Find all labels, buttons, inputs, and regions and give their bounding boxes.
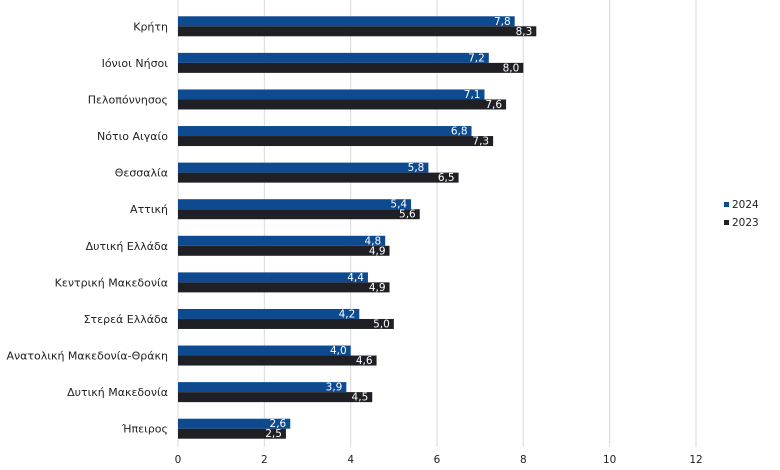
axis-layer: 0 2 4 6 8 10 12 Κρήτη Ιόνιοι Νήσοι Πελοπόννησος Νό… — [6, 20, 702, 466]
x-tick-label-8: 8 — [520, 454, 527, 466]
bar-2023 — [178, 99, 507, 110]
data-label-2024: 7,8 — [494, 16, 511, 28]
bar-2024 — [178, 418, 291, 429]
bar-2024 — [178, 272, 368, 283]
x-tick-label-0: 0 — [175, 454, 182, 466]
data-label-2024: 3,9 — [326, 382, 343, 394]
data-label-2024: 5,4 — [390, 199, 407, 211]
legend-swatch-2024 — [724, 202, 729, 207]
data-label-2023: 2,5 — [265, 428, 282, 440]
bar-2023 — [178, 318, 394, 329]
grid-layer — [177, 0, 697, 447]
data-label-2023: 4,6 — [356, 355, 373, 367]
category-label: Νότιο Αιγαίο — [97, 130, 168, 143]
category-label: Στερεά Ελλάδα — [84, 313, 168, 326]
data-label-2024: 4,8 — [364, 235, 381, 247]
bar-2024 — [178, 235, 386, 246]
bar-2024 — [178, 345, 351, 356]
bar-2024 — [178, 52, 489, 63]
bar-2024 — [178, 308, 360, 319]
data-label-2023: 7,3 — [472, 136, 489, 148]
category-label: Δυτική Μακεδονία — [67, 386, 168, 399]
x-tick-label-4: 4 — [347, 454, 354, 466]
category-label: Πελοπόννησος — [88, 93, 168, 106]
label-layer: 7,8 7,2 7,1 6,8 5,8 5,4 4,8 4,4 4,2 4,0 3,9 2,6 8,3 8… — [265, 16, 532, 440]
data-label-2023: 5,6 — [399, 209, 416, 221]
data-label-2024: 7,2 — [468, 52, 485, 64]
bar-2023 — [178, 245, 390, 256]
bar-2023 — [178, 282, 390, 293]
bar-2023 — [178, 26, 537, 37]
category-label: Ιόνιοι Νήσοι — [102, 57, 169, 70]
category-label: Κρήτη — [133, 20, 168, 33]
x-tick-label-6: 6 — [434, 454, 441, 466]
bar-2024 — [178, 199, 412, 210]
category-label: Ανατολική Μακεδονία-Θράκη — [6, 350, 168, 363]
bar-2024 — [178, 16, 515, 27]
data-label-2024: 6,8 — [451, 126, 468, 138]
bar-2024 — [178, 382, 347, 393]
category-label: Αττική — [130, 203, 168, 216]
bar-2024 — [178, 89, 485, 100]
data-label-2024: 4,2 — [339, 308, 356, 320]
data-label-2023: 6,5 — [438, 172, 455, 184]
legend-label-2024: 2024 — [732, 199, 759, 211]
data-label-2023: 4,9 — [369, 282, 386, 294]
data-label-2024: 7,1 — [464, 89, 481, 101]
bar-2023 — [178, 428, 286, 439]
data-label-2024: 4,0 — [330, 345, 347, 357]
bar-2023 — [178, 209, 420, 220]
x-tick-label-10: 10 — [603, 454, 616, 466]
category-label: Ήπειρος — [121, 423, 168, 436]
data-label-2023: 8,0 — [503, 62, 520, 74]
data-label-2023: 8,3 — [516, 26, 533, 38]
legend-swatch-2023 — [724, 220, 729, 225]
x-tick-label-2: 2 — [261, 454, 268, 466]
data-label-2023: 4,5 — [352, 392, 369, 404]
legend: 2024 2023 — [724, 199, 759, 229]
data-label-2023: 4,9 — [369, 245, 386, 257]
bar-2023 — [178, 392, 373, 403]
bar-2023 — [178, 62, 524, 73]
data-label-2023: 7,6 — [485, 99, 502, 111]
x-tick-label-12: 12 — [689, 454, 702, 466]
bar-2023 — [178, 355, 377, 366]
bar-2023 — [178, 136, 494, 147]
bar-2023 — [178, 172, 459, 183]
bar-2024 — [178, 126, 472, 137]
data-label-2024: 2,6 — [270, 418, 287, 430]
bar-layer — [178, 16, 537, 439]
bar-2024 — [178, 162, 429, 173]
category-label: Κεντρική Μακεδονία — [55, 276, 168, 289]
category-label: Θεσσαλία — [115, 167, 168, 180]
legend-label-2023: 2023 — [732, 217, 759, 229]
data-label-2023: 5,0 — [373, 318, 390, 330]
data-label-2024: 4,4 — [347, 272, 364, 284]
data-label-2024: 5,8 — [408, 162, 425, 174]
category-label: Δυτική Ελλάδα — [86, 240, 168, 253]
